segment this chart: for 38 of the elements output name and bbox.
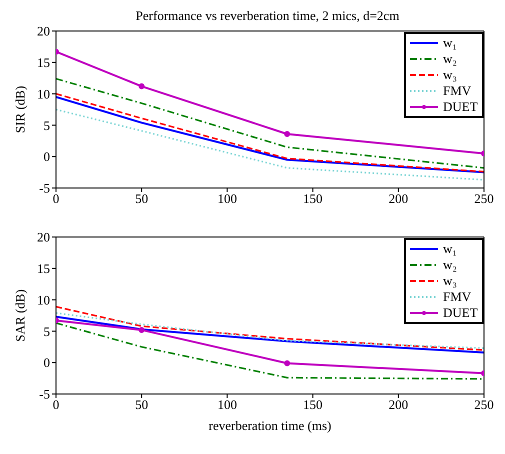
y-tick-label: 5 [44, 324, 50, 339]
y-tick-label: 10 [37, 86, 50, 102]
x-tick-label: 200 [388, 397, 408, 412]
y-tick-label: 0 [44, 355, 50, 370]
y-tick-label: -5 [39, 180, 50, 196]
y-tick-label: -5 [39, 386, 50, 402]
y-tick-label: 20 [37, 230, 50, 245]
y-tick-label: 15 [37, 55, 50, 70]
legend-label: DUET [443, 305, 478, 321]
x-tick-label: 250 [474, 191, 494, 206]
legend-label: w₃ [443, 67, 457, 83]
x-tick-label: 200 [388, 191, 408, 206]
x-tick-label: 150 [303, 397, 323, 412]
legend-label: DUET [443, 99, 478, 115]
x-axis-title: reverberation time (ms) [208, 418, 332, 433]
x-tick-label: 100 [217, 191, 237, 206]
y-tick-label: 15 [37, 261, 50, 276]
chart-title: Performance vs reverberation time, 2 mics, d=2cm [134, 8, 400, 24]
y-axis-title: SIR (dB) [12, 86, 28, 134]
x-tick-label: 150 [303, 191, 323, 206]
line-series [56, 306, 484, 351]
y-tick-label: 20 [37, 24, 50, 39]
y-tick-label: 0 [44, 149, 50, 164]
x-tick-label: 50 [135, 397, 148, 412]
line-series [56, 316, 484, 354]
legend-label: w₃ [443, 273, 457, 289]
legend-label: w₂ [443, 51, 457, 67]
x-tick-label: 50 [135, 191, 148, 206]
x-tick-label: 100 [217, 397, 237, 412]
legend-label: FMV [443, 289, 472, 305]
y-tick-label: 10 [37, 292, 50, 308]
y-axis-title: SAR (dB) [12, 289, 28, 342]
x-tick-label: 250 [474, 397, 494, 412]
legend-label: w₁ [443, 241, 457, 257]
legend-label: FMV [443, 83, 472, 99]
legend-label: w₁ [443, 35, 457, 51]
legend-label: w₂ [443, 257, 457, 273]
y-tick-label: 5 [44, 118, 50, 133]
